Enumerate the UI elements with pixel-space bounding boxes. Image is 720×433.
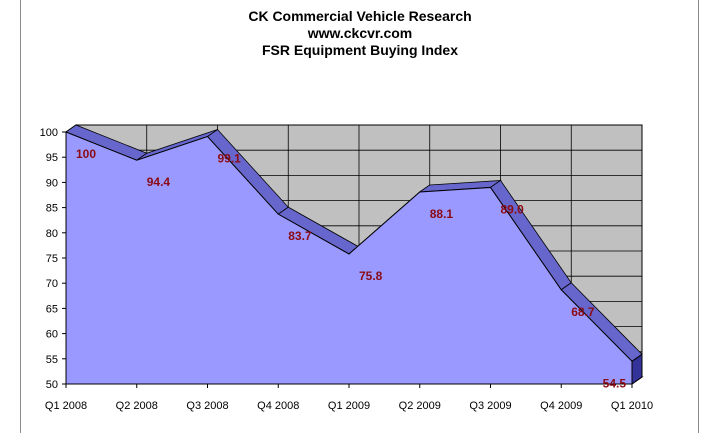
data-label: 75.8 [359, 269, 383, 283]
x-axis-tick-label: Q1 2009 [328, 400, 370, 412]
x-axis-tick-label: Q2 2009 [399, 400, 441, 412]
y-axis-tick-label: 60 [46, 329, 58, 341]
data-label: 83.7 [288, 229, 312, 243]
data-label: 94.4 [147, 175, 171, 189]
chart-title: CK Commercial Vehicle Research www.ckcvr… [0, 8, 720, 59]
y-axis-tick-label: 100 [40, 127, 58, 139]
chart-title-line-3: FSR Equipment Buying Index [261, 42, 458, 58]
chart-frame-right-border [698, 0, 699, 433]
y-axis-tick-label: 55 [46, 354, 58, 366]
y-axis-tick-label: 50 [46, 379, 58, 391]
chart-axes-group: 100 95 90 85 80 75 70 65 60 55 50 Q1 2008 Q2 2008 Q3 … [40, 127, 653, 412]
x-axis-tick-label: Q3 2009 [469, 400, 511, 412]
y-axis-tick-label: 95 [46, 152, 58, 164]
data-label: 99.1 [218, 152, 242, 166]
area-series-side [631, 353, 643, 385]
y-axis-tick-label: 80 [46, 228, 58, 240]
data-label: 89.0 [501, 202, 525, 216]
chart-title-line-2: www.ckcvr.com [307, 25, 413, 41]
x-axis-tick-label: Q4 2009 [540, 400, 582, 412]
data-label: 54.5 [603, 376, 627, 390]
y-axis-tick-label: 70 [46, 278, 58, 290]
data-label: 68.7 [571, 305, 595, 319]
chart-data-labels-group: 100 94.4 99.1 83.7 75.8 88.1 89.0 68.7 54.5 [76, 147, 626, 390]
chart-title-line-1: CK Commercial Vehicle Research [248, 8, 472, 24]
chart-frame-left-border [20, 0, 21, 433]
x-axis-tick-label: Q2 2008 [116, 400, 158, 412]
x-axis-tick-label: Q3 2008 [186, 400, 228, 412]
x-axis-tick-label: Q4 2008 [257, 400, 299, 412]
data-label: 100 [76, 147, 96, 161]
x-axis-tick-label: Q1 2008 [45, 400, 87, 412]
x-axis-tick-label: Q1 2010 [611, 400, 653, 412]
y-axis-tick-label: 65 [46, 303, 58, 315]
y-axis-tick-label: 75 [46, 253, 58, 265]
chart-area-series-group [65, 124, 643, 385]
data-label: 88.1 [430, 207, 454, 221]
y-axis-tick-label: 85 [46, 203, 58, 215]
y-axis-tick-label: 90 [46, 177, 58, 189]
